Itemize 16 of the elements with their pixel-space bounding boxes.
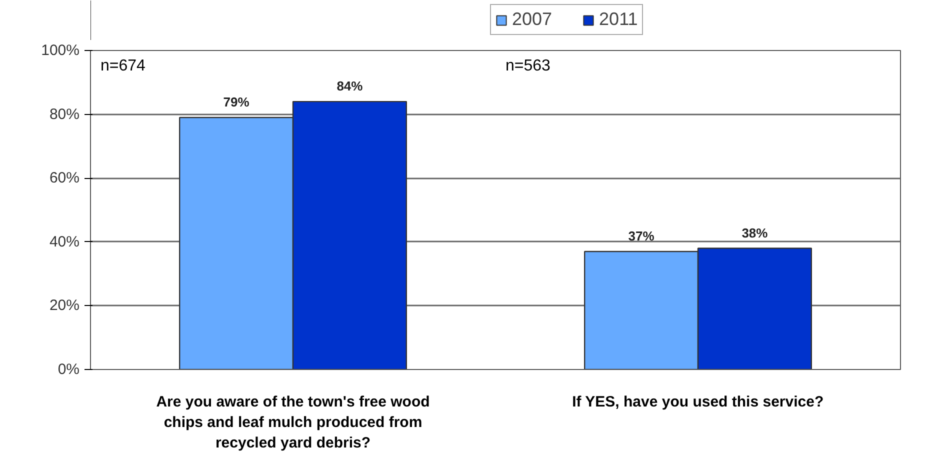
- y-tick-label: 0%: [58, 361, 80, 378]
- text: 84%: [336, 78, 363, 94]
- text: 38%: [742, 225, 768, 240]
- annotation: n=563: [506, 58, 551, 74]
- text: 79%: [223, 94, 250, 110]
- text: 37%: [628, 228, 654, 244]
- x-tick-label: Are you aware of the town's free wood chips and leaf mulch produced from recycled yard debris?: [156, 394, 430, 452]
- y-tick-label: 40%: [49, 233, 80, 250]
- y-tick-label: 60%: [49, 170, 80, 187]
- x-tick-label: If YES, have you used this service?: [572, 394, 824, 410]
- annotation: n=674: [100, 58, 146, 74]
- y-tick-label: 80%: [49, 106, 80, 123]
- legend-label: 2007: [512, 9, 552, 30]
- legend-label: 2011: [599, 9, 638, 30]
- y-tick-label: 100%: [41, 42, 80, 59]
- y-tick-label: 20%: [49, 297, 80, 314]
